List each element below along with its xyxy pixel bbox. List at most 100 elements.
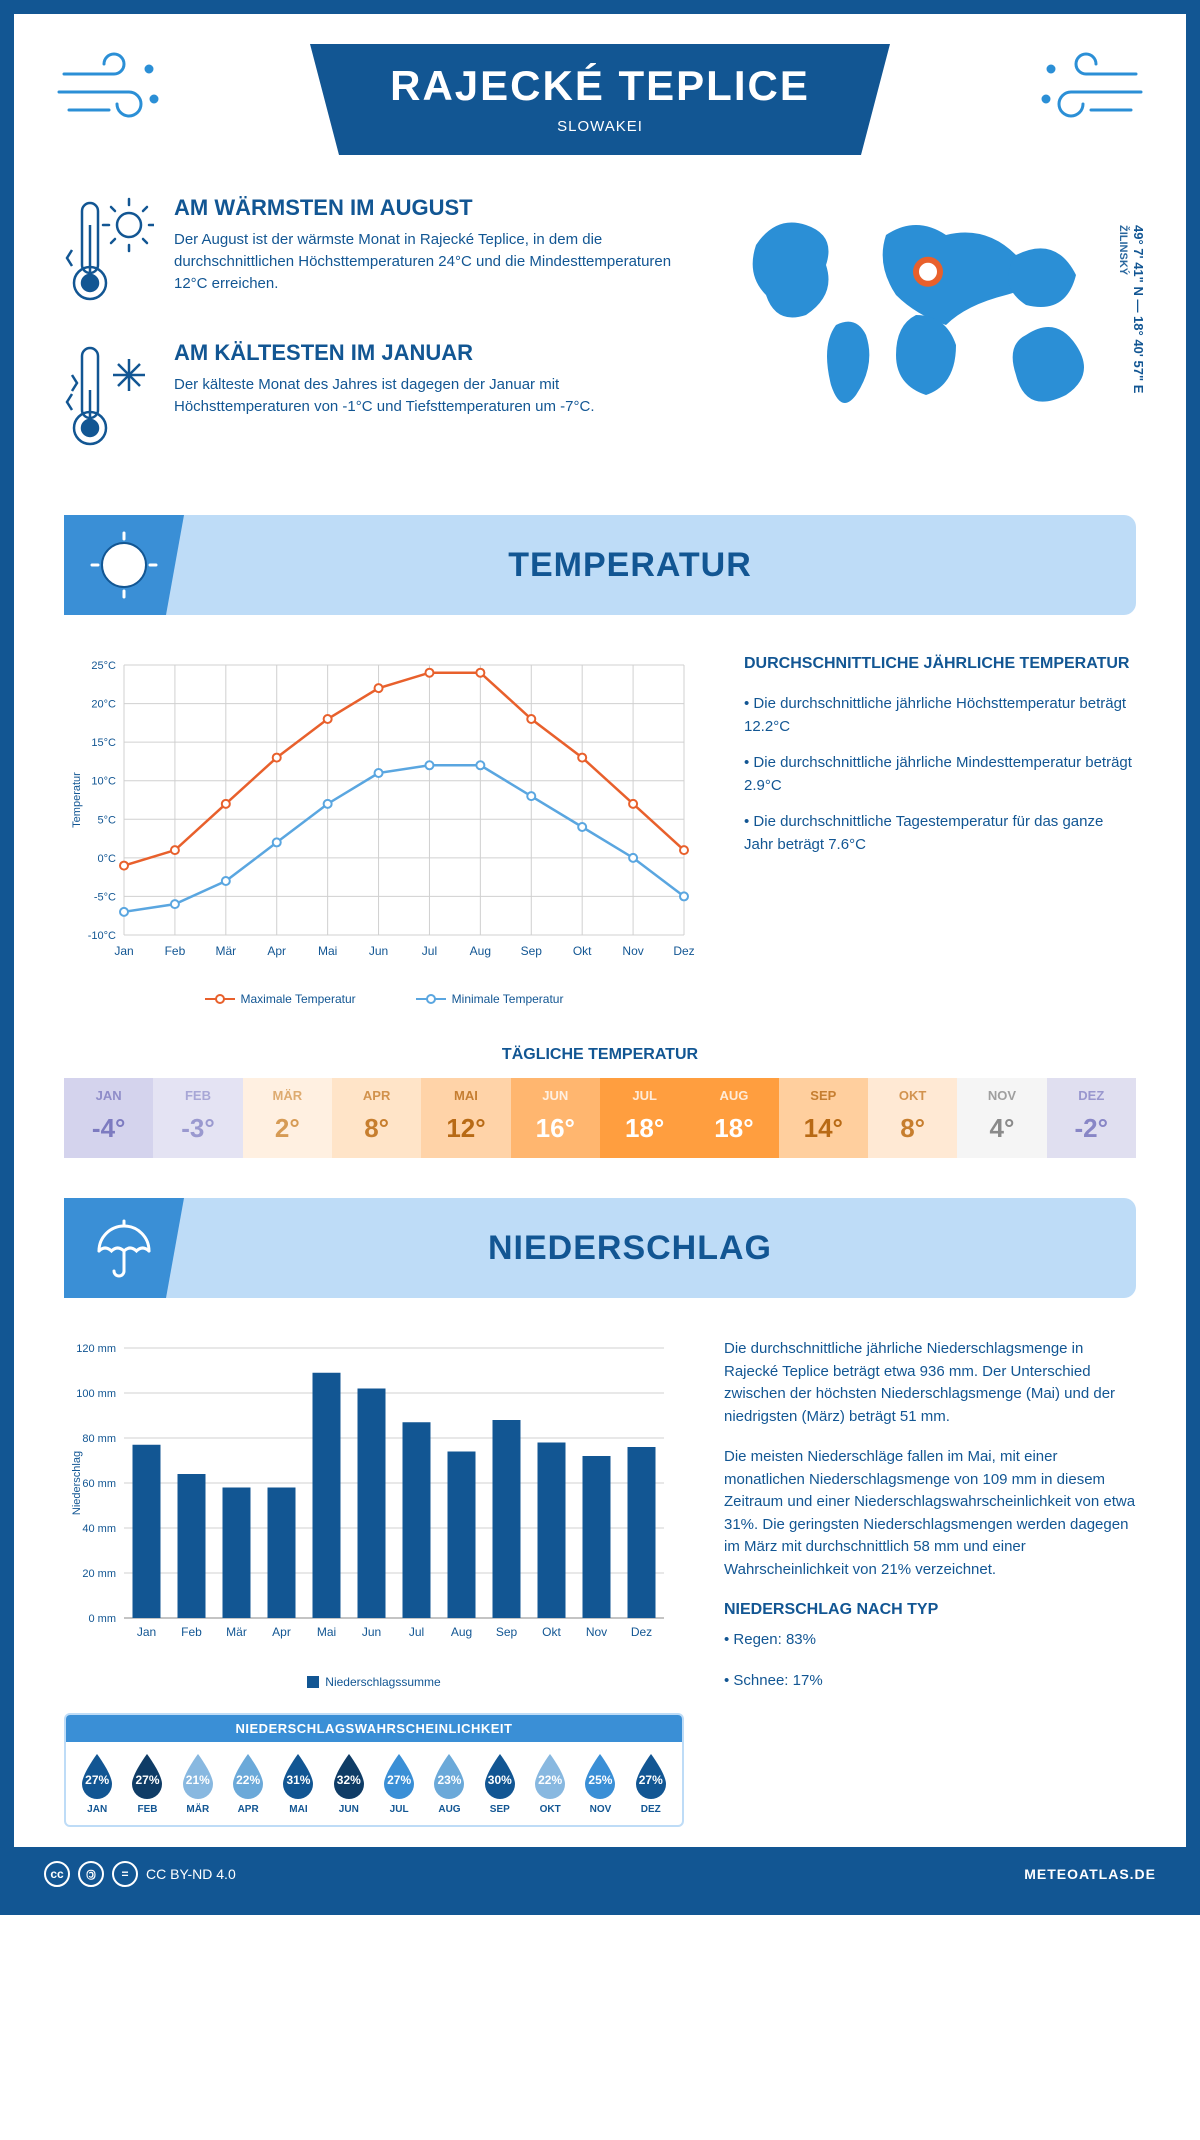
daily-temp-cell: JUL18° [600, 1078, 689, 1158]
svg-text:Apr: Apr [272, 1625, 291, 1639]
coordinates: 49° 7' 41" N — 18° 40' 57" E ŽILINSKÝ [1116, 225, 1146, 393]
nd-icon: = [112, 1861, 138, 1887]
svg-text:Apr: Apr [267, 944, 286, 958]
svg-text:60 mm: 60 mm [82, 1478, 116, 1490]
svg-text:120 mm: 120 mm [76, 1343, 116, 1355]
svg-text:40 mm: 40 mm [82, 1523, 116, 1535]
prob-cell: 21%MÄR [173, 1752, 223, 1815]
prob-title: NIEDERSCHLAGSWAHRSCHEINLICHKEIT [66, 1715, 682, 1742]
coldest-fact: AM KÄLTESTEN IM JANUAR Der kälteste Mona… [64, 340, 676, 455]
precip-type-bullet: • Regen: 83% [724, 1629, 1136, 1652]
svg-text:Jan: Jan [114, 944, 133, 958]
svg-text:80 mm: 80 mm [82, 1433, 116, 1445]
daily-temp-cell: JAN-4° [64, 1078, 153, 1158]
warmest-fact: AM WÄRMSTEN IM AUGUST Der August ist der… [64, 195, 676, 310]
svg-text:Mär: Mär [226, 1625, 247, 1639]
title-banner: RAJECKÉ TEPLICE SLOWAKEI [310, 44, 890, 155]
svg-text:Okt: Okt [573, 944, 592, 958]
svg-text:Feb: Feb [165, 944, 186, 958]
thermometer-snow-icon [64, 340, 154, 455]
temp-bullet: • Die durchschnittliche jährliche Höchst… [744, 693, 1136, 738]
svg-text:25°C: 25°C [91, 660, 116, 672]
world-map: 49° 7' 41" N — 18° 40' 57" E ŽILINSKÝ [716, 195, 1136, 485]
svg-text:Mai: Mai [317, 1625, 336, 1639]
svg-text:Jan: Jan [137, 1625, 156, 1639]
svg-text:Mai: Mai [318, 944, 337, 958]
daily-temp-cell: DEZ-2° [1047, 1078, 1136, 1158]
precip-type-heading: NIEDERSCHLAG NACH TYP [724, 1601, 1136, 1619]
prob-cell: 25%NOV [575, 1752, 625, 1815]
daily-temp-cell: FEB-3° [153, 1078, 242, 1158]
prob-cell: 32%JUN [324, 1752, 374, 1815]
precip-chart: 0 mm 20 mm 40 mm 60 mm 80 mm 100 mm 120 mm Jan F… [64, 1338, 684, 1689]
precip-text-1: Die durchschnittliche jährliche Niedersc… [724, 1338, 1136, 1428]
svg-text:Jun: Jun [369, 944, 388, 958]
page-subtitle: SLOWAKEI [380, 118, 820, 135]
svg-text:Nov: Nov [586, 1625, 607, 1639]
coldest-text: Der kälteste Monat des Jahres ist dagege… [174, 374, 676, 418]
svg-text:Aug: Aug [470, 944, 491, 958]
svg-text:Nov: Nov [622, 944, 643, 958]
svg-text:5°C: 5°C [98, 814, 117, 826]
svg-text:20 mm: 20 mm [82, 1568, 116, 1580]
header: RAJECKÉ TEPLICE SLOWAKEI [14, 14, 1186, 175]
prob-cell: 23%AUG [424, 1752, 474, 1815]
svg-text:100 mm: 100 mm [76, 1388, 116, 1400]
svg-text:Okt: Okt [542, 1625, 561, 1639]
temperature-legend: Maximale Temperatur Minimale Temperatur [64, 992, 704, 1006]
brand: METEOATLAS.DE [1024, 1866, 1156, 1882]
sun-icon [64, 515, 184, 615]
daily-temp-cell: AUG18° [689, 1078, 778, 1158]
footer: cc 🄯 = CC BY-ND 4.0 METEOATLAS.DE [14, 1847, 1186, 1901]
umbrella-icon [64, 1198, 184, 1298]
svg-text:Sep: Sep [496, 1625, 518, 1639]
precip-probability-box: NIEDERSCHLAGSWAHRSCHEINLICHKEIT 27%JAN27… [64, 1713, 684, 1827]
svg-text:Feb: Feb [181, 1625, 202, 1639]
svg-text:15°C: 15°C [91, 737, 116, 749]
svg-text:Aug: Aug [451, 1625, 472, 1639]
svg-text:Temperatur: Temperatur [71, 772, 83, 828]
daily-temp-cell: OKT8° [868, 1078, 957, 1158]
svg-text:Jul: Jul [422, 944, 437, 958]
warmest-text: Der August ist der wärmste Monat in Raje… [174, 229, 676, 294]
prob-cell: 27%DEZ [626, 1752, 676, 1815]
daily-temp-cell: NOV4° [957, 1078, 1046, 1158]
prob-cell: 27%FEB [122, 1752, 172, 1815]
page-title: RAJECKÉ TEPLICE [380, 62, 820, 110]
svg-text:0 mm: 0 mm [89, 1613, 117, 1625]
precip-banner: NIEDERSCHLAG [64, 1198, 1136, 1298]
prob-cell: 27%JUL [374, 1752, 424, 1815]
precip-info: Die durchschnittliche jährliche Niedersc… [724, 1338, 1136, 1827]
svg-text:Jul: Jul [409, 1625, 424, 1639]
daily-temp-title: TÄGLICHE TEMPERATUR [14, 1046, 1186, 1064]
prob-cell: 22%APR [223, 1752, 273, 1815]
daily-temp-cell: MÄR2° [243, 1078, 332, 1158]
warmest-title: AM WÄRMSTEN IM AUGUST [174, 195, 676, 221]
svg-text:-10°C: -10°C [88, 930, 116, 942]
daily-temp-cell: MAI12° [421, 1078, 510, 1158]
daily-temp-band: JAN-4°FEB-3°MÄR2°APR8°MAI12°JUN16°JUL18°… [64, 1078, 1136, 1158]
prob-cell: 22%OKT [525, 1752, 575, 1815]
daily-temp-cell: JUN16° [511, 1078, 600, 1158]
svg-text:Mär: Mär [215, 944, 236, 958]
precip-text-2: Die meisten Niederschläge fallen im Mai,… [724, 1446, 1136, 1581]
temperature-chart: -10°C-5°C0°C5°C10°C15°C20°C25°CJanFebMär… [64, 655, 704, 1006]
temperature-info: DURCHSCHNITTLICHE JÄHRLICHE TEMPERATUR •… [744, 655, 1136, 1006]
svg-text:Sep: Sep [521, 944, 543, 958]
prob-cell: 31%MAI [273, 1752, 323, 1815]
precip-type-bullet: • Schnee: 17% [724, 1670, 1136, 1693]
temp-bullet: • Die durchschnittliche Tagestemperatur … [744, 811, 1136, 856]
by-icon: 🄯 [78, 1861, 104, 1887]
svg-text:0°C: 0°C [98, 853, 117, 865]
wind-icon [1026, 44, 1146, 139]
svg-text:Jun: Jun [362, 1625, 381, 1639]
svg-text:-5°C: -5°C [94, 891, 116, 903]
prob-cell: 30%SEP [475, 1752, 525, 1815]
svg-text:Niederschlag: Niederschlag [71, 1451, 83, 1515]
svg-text:Dez: Dez [673, 944, 694, 958]
temperature-banner: TEMPERATUR [64, 515, 1136, 615]
cc-icon: cc [44, 1861, 70, 1887]
svg-text:20°C: 20°C [91, 699, 116, 711]
daily-temp-cell: APR8° [332, 1078, 421, 1158]
prob-cell: 27%JAN [72, 1752, 122, 1815]
